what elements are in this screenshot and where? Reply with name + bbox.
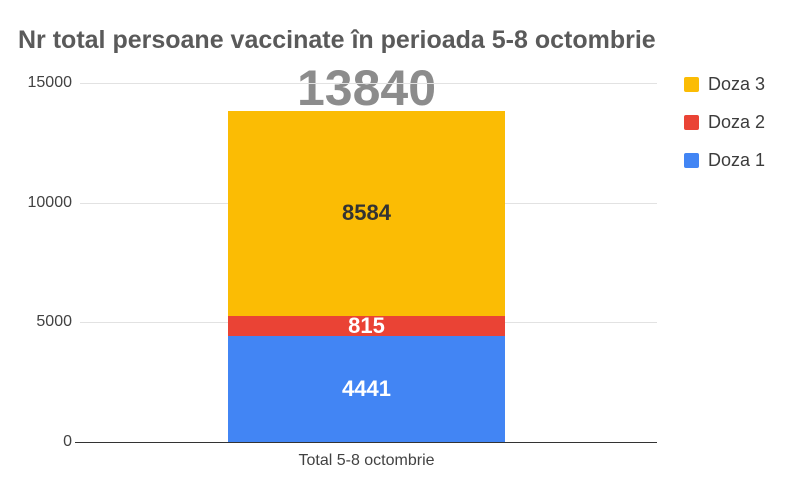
chart-title: Nr total persoane vaccinate în perioada … [18,26,656,54]
legend-item-doza-3: Doza 3 [684,74,765,94]
bar-value-label-doza-1: 4441 [342,375,391,401]
legend-swatch-icon [684,152,699,168]
x-axis-baseline [75,442,657,443]
bar-segment-doza-1: 4441 [228,335,505,442]
legend-item-doza-1: Doza 1 [684,150,765,170]
bar-segment-doza-2: 815 [228,312,505,338]
legend-label: Doza 2 [708,111,766,132]
legend-swatch-icon [684,114,699,130]
y-axis-tick-15000: 15000 [27,74,73,91]
legend: Doza 3 Doza 2 Doza 1 [684,74,765,188]
y-axis-tick-10000: 10000 [27,194,73,211]
total-value-label: 13840 [296,60,437,116]
bar-value-label-doza-3: 8584 [342,200,391,226]
bar-value-label-doza-2: 815 [348,312,385,338]
y-axis-tick-5000: 5000 [36,313,72,330]
gridline-15000 [80,83,657,84]
bar-segment-doza-3: 8584 [228,110,505,317]
x-axis-category-label: Total 5-8 octombrie [298,452,435,469]
y-axis-tick-0: 0 [63,433,72,450]
legend-swatch-icon [684,76,699,92]
legend-label: Doza 1 [708,149,766,170]
legend-item-doza-2: Doza 2 [684,112,765,132]
legend-label: Doza 3 [708,73,766,94]
